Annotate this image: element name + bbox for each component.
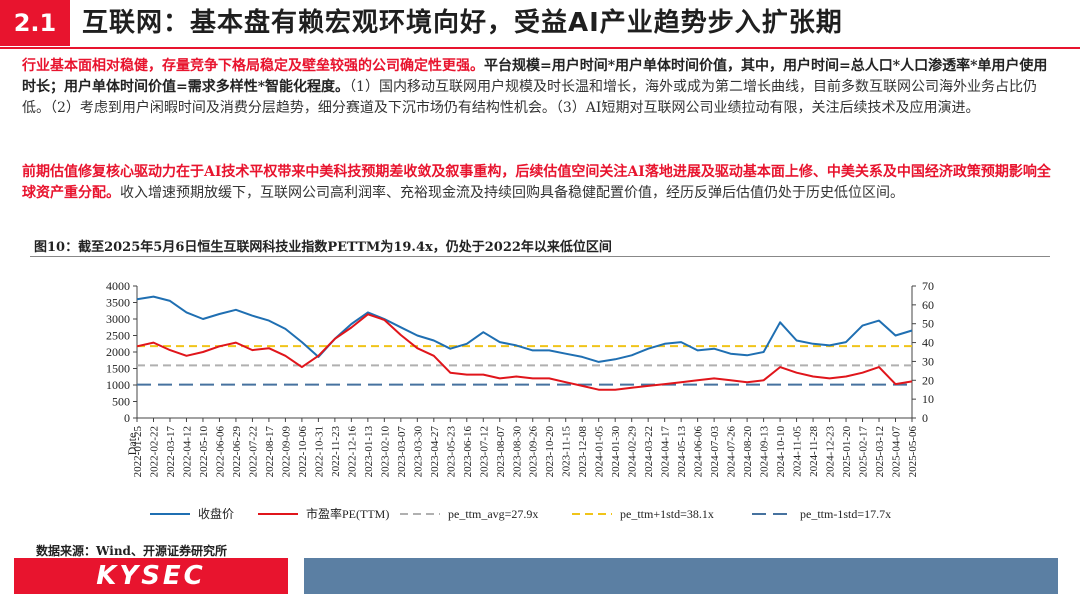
x-tick-label: 2023-08-30 — [511, 426, 523, 478]
x-tick-label: 2022-10-31 — [313, 426, 325, 477]
x-tick-label: 2023-06-16 — [462, 426, 474, 478]
x-tick-label: 2024-03-22 — [643, 426, 655, 477]
x-tick-label: 2025-01-20 — [841, 426, 853, 478]
x-tick-label: 2022-09-09 — [280, 426, 292, 478]
paragraph-industry: 行业基本面相对稳健，存量竞争下格局稳定及壁垒较强的公司确定性更强。平台规模=用户… — [22, 56, 1058, 119]
x-tick-label: 2024-02-29 — [627, 426, 639, 478]
section-number: 2.1 — [0, 0, 70, 46]
legend-label: 收盘价 — [198, 506, 234, 521]
x-tick-label: 2023-03-30 — [412, 426, 424, 478]
figure-title: 图10：截至2025年5月6日恒生互联网科技业指数PETTM为19.4x，仍处于… — [34, 240, 612, 255]
right-tick-label: 40 — [922, 336, 934, 350]
left-tick-label: 2000 — [106, 345, 130, 359]
x-tick-label: 2023-10-20 — [544, 426, 556, 478]
x-tick-label: 2022-11-23 — [330, 426, 342, 477]
figure-divider — [30, 256, 1050, 257]
left-tick-label: 3000 — [106, 312, 130, 326]
x-tick-label: 2022-08-17 — [264, 426, 276, 478]
x-tick-label: 2023-02-10 — [379, 426, 391, 478]
x-tick-label: 2023-07-12 — [478, 426, 490, 477]
para1-formula: 平台规模=用户时间*用户单体时间价值，其中，用户时间=总人口*人口渗透率*单用户… — [22, 58, 1048, 95]
left-tick-label: 1500 — [106, 362, 130, 376]
right-tick-label: 70 — [922, 279, 934, 293]
section-header: 2.1 互联网：基本盘有赖宏观环境向好，受益AI产业趋势步入扩张期 — [0, 0, 1080, 49]
para2-lead: 前期估值修复核心驱动力在于AI技术平权带来中美科技预期差收敛及叙事重构，后续估值… — [22, 164, 1051, 201]
x-tick-label: 2023-05-23 — [445, 426, 457, 478]
x-tick-label: 2022-04-12 — [181, 426, 193, 477]
x-tick-label: 2024-04-17 — [660, 426, 672, 478]
x-tick-label: 2025-05-06 — [907, 426, 919, 478]
x-tick-label: 2022-05-10 — [198, 426, 210, 478]
x-tick-label: 2024-07-26 — [726, 426, 738, 478]
x-tick-label: 2024-11-28 — [808, 426, 820, 477]
legend-label: 市盈率PE(TTM) — [306, 506, 389, 521]
x-axis-title: Date — [125, 433, 139, 456]
x-tick-label: 2022-12-16 — [346, 426, 358, 478]
pe-ttm-line — [136, 313, 913, 391]
page-title: 互联网：基本盘有赖宏观环境向好，受益AI产业趋势步入扩张期 — [82, 8, 843, 38]
right-tick-label: 10 — [922, 392, 934, 406]
right-tick-label: 0 — [922, 411, 928, 425]
left-tick-label: 4000 — [106, 279, 130, 293]
x-tick-label: 2022-06-29 — [231, 426, 243, 478]
x-tick-label: 2022-10-06 — [297, 426, 309, 478]
left-tick-label: 0 — [124, 411, 130, 425]
x-tick-label: 2024-01-05 — [594, 426, 606, 478]
x-tick-label: 2024-11-05 — [792, 426, 804, 477]
paragraph-valuation: 前期估值修复核心驱动力在于AI技术平权带来中美科技预期差收敛及叙事重构，后续估值… — [22, 162, 1058, 204]
right-tick-label: 50 — [922, 317, 934, 331]
x-tick-label: 2025-02-17 — [858, 426, 870, 478]
right-tick-label: 30 — [922, 354, 934, 368]
x-tick-label: 2022-02-22 — [148, 426, 160, 477]
x-tick-label: 2024-06-06 — [693, 426, 705, 478]
x-tick-label: 2025-04-07 — [891, 426, 903, 478]
left-tick-label: 1000 — [106, 378, 130, 392]
x-tick-label: 2023-08-07 — [495, 426, 507, 478]
para1-body: （1）国内移动互联网用户规模及时长温和增长，海外或成为第二增长曲线，目前多数互联… — [22, 79, 1037, 116]
legend-label: pe_ttm+1std=38.1x — [620, 507, 714, 521]
x-tick-label: 2022-06-06 — [214, 426, 226, 478]
x-tick-label: 2023-01-13 — [363, 426, 375, 478]
legend-label: pe_ttm-1std=17.7x — [800, 507, 891, 521]
x-tick-label: 2023-03-07 — [396, 426, 408, 478]
right-tick-label: 60 — [922, 298, 934, 312]
x-tick-label: 2024-08-20 — [742, 426, 754, 478]
legend-label: pe_ttm_avg=27.9x — [448, 507, 538, 521]
x-tick-label: 2024-10-10 — [775, 426, 787, 478]
x-tick-label: 2024-05-13 — [676, 426, 688, 478]
left-tick-label: 3500 — [106, 296, 130, 310]
x-tick-label: 2024-12-23 — [825, 426, 837, 478]
x-tick-label: 2023-09-26 — [528, 426, 540, 478]
left-tick-label: 500 — [112, 395, 130, 409]
x-tick-label: 2024-07-03 — [709, 426, 721, 478]
para2-body: 收入增速预期放缓下，互联网公司高利润率、充裕现金流及持续回购具备稳健配置价值，经… — [120, 185, 904, 201]
close-price-line — [136, 295, 913, 363]
kysec-logo: KYSEC — [14, 558, 288, 594]
x-tick-label: 2022-03-17 — [165, 426, 177, 478]
header-divider — [0, 47, 1080, 49]
right-tick-label: 20 — [922, 373, 934, 387]
x-tick-label: 2023-11-15 — [561, 426, 573, 477]
pe-chart: 0 500 1000 1500 2000 2500 3000 3500 4000 0 10 20 30 4… — [106, 279, 934, 521]
x-tick-label: 2024-09-13 — [759, 426, 771, 478]
x-tick-label: 2025-03-12 — [874, 426, 886, 477]
x-tick-label: 2022-01-25 — [132, 426, 144, 478]
para1-lead: 行业基本面相对稳健，存量竞争下格局稳定及壁垒较强的公司确定性更强。 — [22, 58, 484, 74]
data-source: 数据来源：Wind、开源证券研究所 — [36, 544, 227, 558]
left-tick-label: 2500 — [106, 329, 130, 343]
x-tick-label: 2024-01-30 — [610, 426, 622, 478]
x-tick-label: 2023-12-08 — [577, 426, 589, 478]
x-tick-label: 2022-07-22 — [247, 426, 259, 477]
footer-band — [304, 558, 1058, 594]
x-tick-label: 2023-04-27 — [429, 426, 441, 478]
